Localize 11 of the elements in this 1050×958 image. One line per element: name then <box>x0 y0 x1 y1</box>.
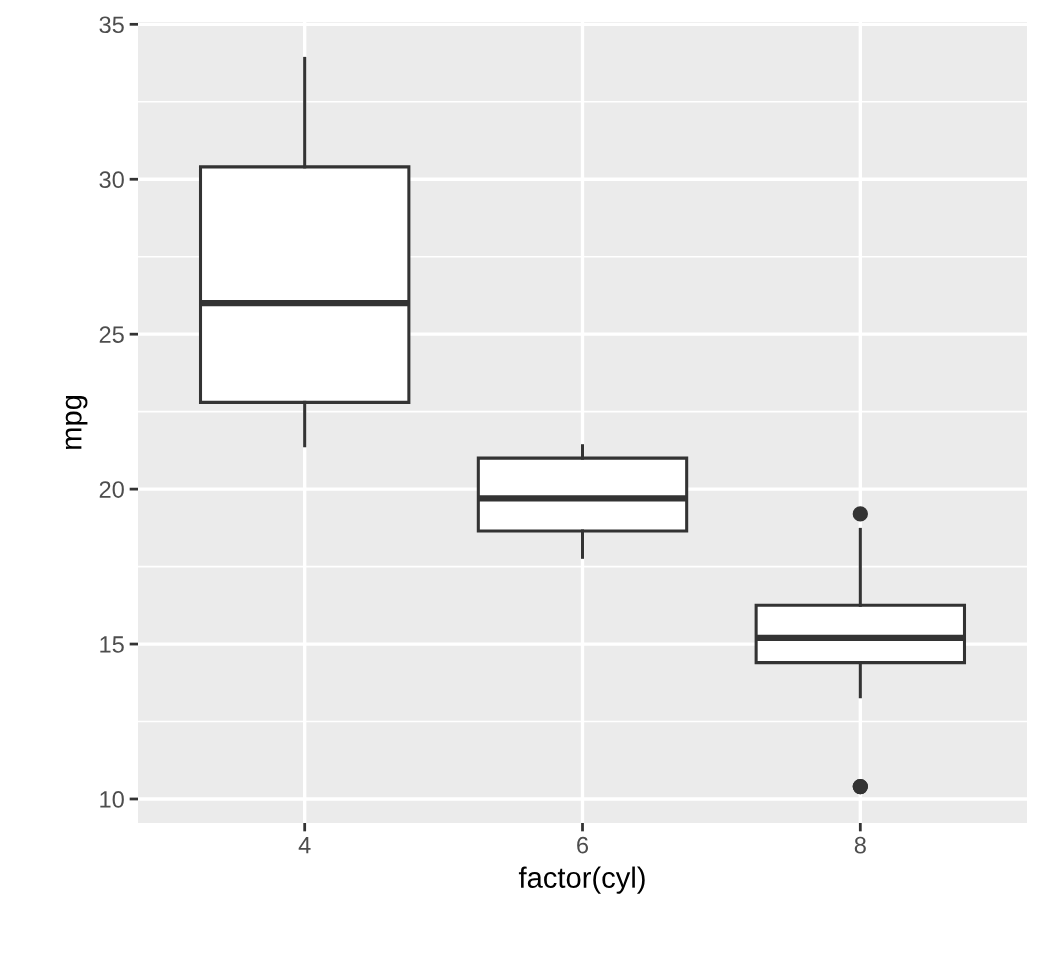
y-tick-label: 30 <box>99 171 124 189</box>
y-tick-label: 35 <box>99 16 124 34</box>
x-axis-title: factor(cyl) <box>518 866 645 894</box>
y-tick-label: 25 <box>99 326 124 343</box>
x-tick-label: 6 <box>577 836 589 854</box>
y-axis-title: mpg <box>65 396 88 449</box>
x-tick-label: 8 <box>854 836 866 854</box>
y-tick-label: 10 <box>100 791 124 808</box>
y-tick-label: 15 <box>100 636 124 653</box>
x-tick-label: 4 <box>298 837 311 854</box>
y-tick-label: 20 <box>99 481 124 498</box>
